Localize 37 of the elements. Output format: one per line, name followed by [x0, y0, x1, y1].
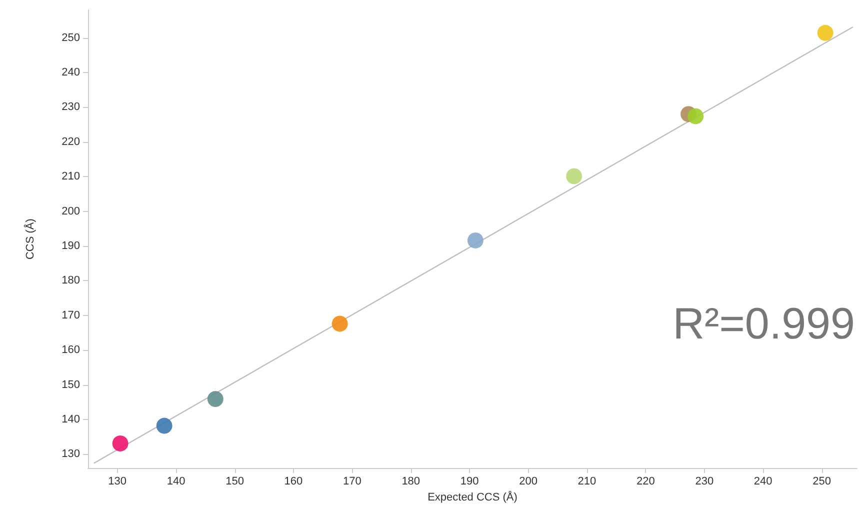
x-tick-label: 140: [166, 476, 186, 488]
point: [566, 168, 582, 184]
y-tick-label: 170: [62, 309, 80, 322]
x-tick-label: 180: [402, 476, 420, 488]
y-tick-label: 200: [62, 205, 80, 218]
x-tick-label: 190: [460, 476, 479, 488]
point: [467, 232, 484, 248]
x-axis-title: Expected CCS (Å): [428, 490, 518, 504]
y-tick-label: 180: [62, 274, 80, 287]
y-tick-label: 190: [62, 240, 80, 252]
point: [112, 435, 128, 452]
y-tick-label: 250: [62, 32, 80, 44]
y-tick-label: 150: [62, 378, 80, 391]
y-tick-label: 220: [62, 136, 80, 148]
point: [688, 108, 704, 124]
x-tick-label: 210: [578, 476, 596, 488]
x-tick-label: 200: [519, 476, 538, 488]
point: [332, 316, 348, 332]
y-tick-label: 240: [62, 66, 80, 78]
point: [207, 391, 224, 408]
annotation: R²=0.999: [672, 300, 856, 348]
x-tick-label: 220: [636, 476, 655, 488]
y-tick-label: 230: [62, 101, 80, 114]
x-tick-label: 250: [812, 476, 831, 488]
point: [817, 24, 834, 41]
x-tick-label: 230: [695, 476, 714, 488]
x-tick-label: 170: [342, 476, 362, 488]
x-tick-label: 150: [226, 476, 244, 488]
x-tick-label: 240: [754, 476, 772, 488]
x-tick-label: 160: [284, 476, 303, 488]
y-axis-title: CCS (Å): [24, 218, 36, 260]
point: [156, 418, 172, 434]
x-tick-label: 130: [108, 476, 127, 488]
y-tick-label: 130: [62, 448, 80, 460]
y-tick-label: 210: [62, 170, 80, 183]
y-tick-label: 160: [62, 344, 80, 356]
y-tick-label: 140: [62, 414, 80, 426]
